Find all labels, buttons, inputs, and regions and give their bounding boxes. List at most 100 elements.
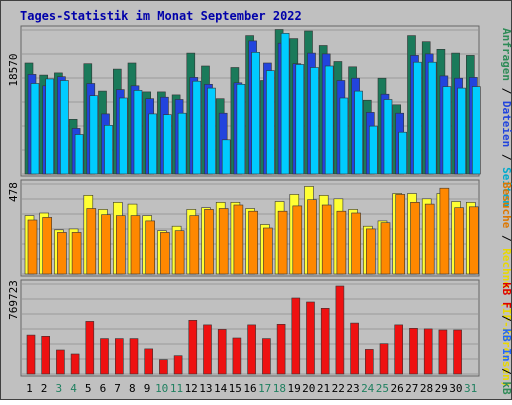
x-tick-label: 18 — [273, 382, 286, 395]
bar-kb-f-day-19 — [291, 297, 301, 375]
x-tick-label: 26 — [390, 382, 403, 395]
bar-kb-f-day-27 — [409, 327, 418, 375]
bar-kb-f-day-2 — [41, 335, 51, 375]
bar-besuche-day-13 — [204, 209, 214, 275]
bar-kb-f-day-5 — [85, 321, 95, 375]
bar-seiten-day-13 — [207, 87, 216, 175]
x-tick-label: 30 — [449, 382, 462, 395]
panel-2-bars — [24, 186, 479, 275]
panel-3-legend-label: kB F / kB In / kB Out — [500, 282, 512, 400]
bar-seiten-day-30 — [457, 87, 466, 175]
bar-besuche-day-15 — [233, 204, 244, 275]
bar-besuche-day-28 — [424, 203, 435, 275]
bar-seiten-day-20 — [310, 67, 319, 175]
panel-2-legend-label: Besuche / Rechner (IP-Adressen) — [500, 182, 512, 387]
bar-besuche-day-6 — [101, 214, 111, 275]
x-tick-label: 13 — [199, 382, 212, 395]
x-tick-label: 29 — [435, 382, 448, 395]
bar-kb-f-day-13 — [203, 324, 212, 375]
x-tick-label: 15 — [229, 382, 242, 395]
x-tick-label: 4 — [70, 382, 77, 395]
bar-kb-f-day-24 — [364, 349, 374, 375]
bar-seiten-day-24 — [368, 125, 378, 175]
bar-besuche-day-26 — [395, 194, 406, 275]
bar-seiten-day-6 — [104, 125, 113, 175]
bar-kb-f-day-4 — [70, 353, 80, 375]
bar-kb-f-day-26 — [394, 324, 404, 375]
bar-besuche-day-20 — [307, 199, 317, 275]
bar-kb-f-day-29 — [438, 329, 448, 375]
bar-besuche-day-25 — [380, 222, 391, 275]
bar-besuche-day-9 — [145, 220, 155, 275]
bar-seiten-day-1 — [30, 83, 40, 175]
bar-seiten-day-23 — [354, 90, 363, 175]
bar-besuche-day-27 — [410, 202, 420, 275]
bar-seiten-day-28 — [427, 61, 437, 175]
panel-3-bars — [26, 285, 462, 375]
bar-kb-f-day-28 — [423, 328, 433, 375]
x-tick-label: 9 — [144, 382, 151, 395]
bar-seiten-day-25 — [383, 99, 393, 175]
x-tick-label: 22 — [332, 382, 345, 395]
x-tick-label: 6 — [100, 382, 107, 395]
x-tick-label: 1 — [26, 382, 33, 395]
x-tick-label: 16 — [243, 382, 256, 395]
x-tick-label: 21 — [317, 382, 330, 395]
bar-besuche-day-1 — [27, 219, 38, 275]
bar-seiten-day-12 — [192, 80, 202, 175]
x-tick-label: 25 — [376, 382, 389, 395]
bar-seiten-day-4 — [74, 134, 84, 175]
bar-seiten-day-14 — [221, 139, 231, 175]
bar-seiten-day-27 — [413, 61, 422, 175]
panel-3-ymax-label: 769723 — [7, 280, 20, 320]
bar-seiten-day-18 — [280, 32, 290, 175]
bar-kb-f-day-22 — [335, 285, 345, 375]
bar-kb-f-day-3 — [56, 349, 65, 375]
x-axis-day-labels: 1 2 3 4 5 6 7 8 9 10 11 12 13 14 15 16 17 18 19 20 21 22 23 24 2… — [26, 382, 477, 395]
bar-kb-f-day-18 — [276, 323, 286, 375]
bar-besuche-day-30 — [454, 207, 464, 275]
x-tick-label: 10 — [155, 382, 168, 395]
x-tick-label: 31 — [464, 382, 477, 395]
bar-seiten-day-9 — [148, 113, 157, 175]
x-tick-label: 23 — [346, 382, 359, 395]
bar-kb-f-day-6 — [100, 338, 109, 375]
bar-seiten-day-17 — [266, 70, 275, 175]
bar-seiten-day-16 — [251, 51, 260, 175]
bar-besuche-day-4 — [71, 232, 82, 275]
x-tick-label: 27 — [405, 382, 418, 395]
bar-seiten-day-11 — [177, 112, 187, 175]
bar-seiten-day-22 — [339, 97, 349, 175]
bar-seiten-day-10 — [163, 114, 172, 175]
bar-besuche-day-16 — [248, 210, 258, 275]
x-tick-label: 24 — [361, 382, 375, 395]
bar-besuche-day-24 — [365, 228, 376, 275]
bar-kb-f-day-23 — [350, 322, 359, 375]
x-tick-label: 17 — [258, 382, 271, 395]
panel-2-ymax-label: 478 — [7, 182, 20, 202]
x-tick-label: 11 — [170, 382, 183, 395]
bar-seiten-day-2 — [45, 78, 55, 175]
bar-seiten-day-26 — [398, 131, 408, 175]
panel-1-ymax-label: 18570 — [7, 53, 20, 86]
bar-kb-f-day-10 — [159, 359, 168, 375]
x-tick-label: 14 — [214, 382, 228, 395]
bar-besuche-day-29 — [439, 187, 450, 275]
bar-besuche-day-17 — [263, 227, 273, 275]
x-tick-label: 28 — [420, 382, 433, 395]
bar-kb-f-day-20 — [306, 301, 315, 375]
bar-besuche-day-18 — [277, 210, 288, 275]
x-tick-label: 2 — [41, 382, 48, 395]
bar-kb-f-day-8 — [129, 338, 139, 375]
bar-seiten-day-3 — [60, 80, 69, 175]
bar-seiten-day-31 — [471, 86, 481, 175]
bar-seiten-day-19 — [295, 64, 305, 175]
bar-besuche-day-2 — [42, 217, 53, 275]
bar-besuche-day-23 — [351, 212, 361, 275]
bar-besuche-day-21 — [321, 204, 332, 275]
bar-seiten-day-15 — [236, 84, 246, 175]
bar-besuche-day-31 — [468, 206, 479, 275]
bar-besuche-day-22 — [336, 210, 347, 275]
panel-1-bars — [24, 29, 481, 175]
